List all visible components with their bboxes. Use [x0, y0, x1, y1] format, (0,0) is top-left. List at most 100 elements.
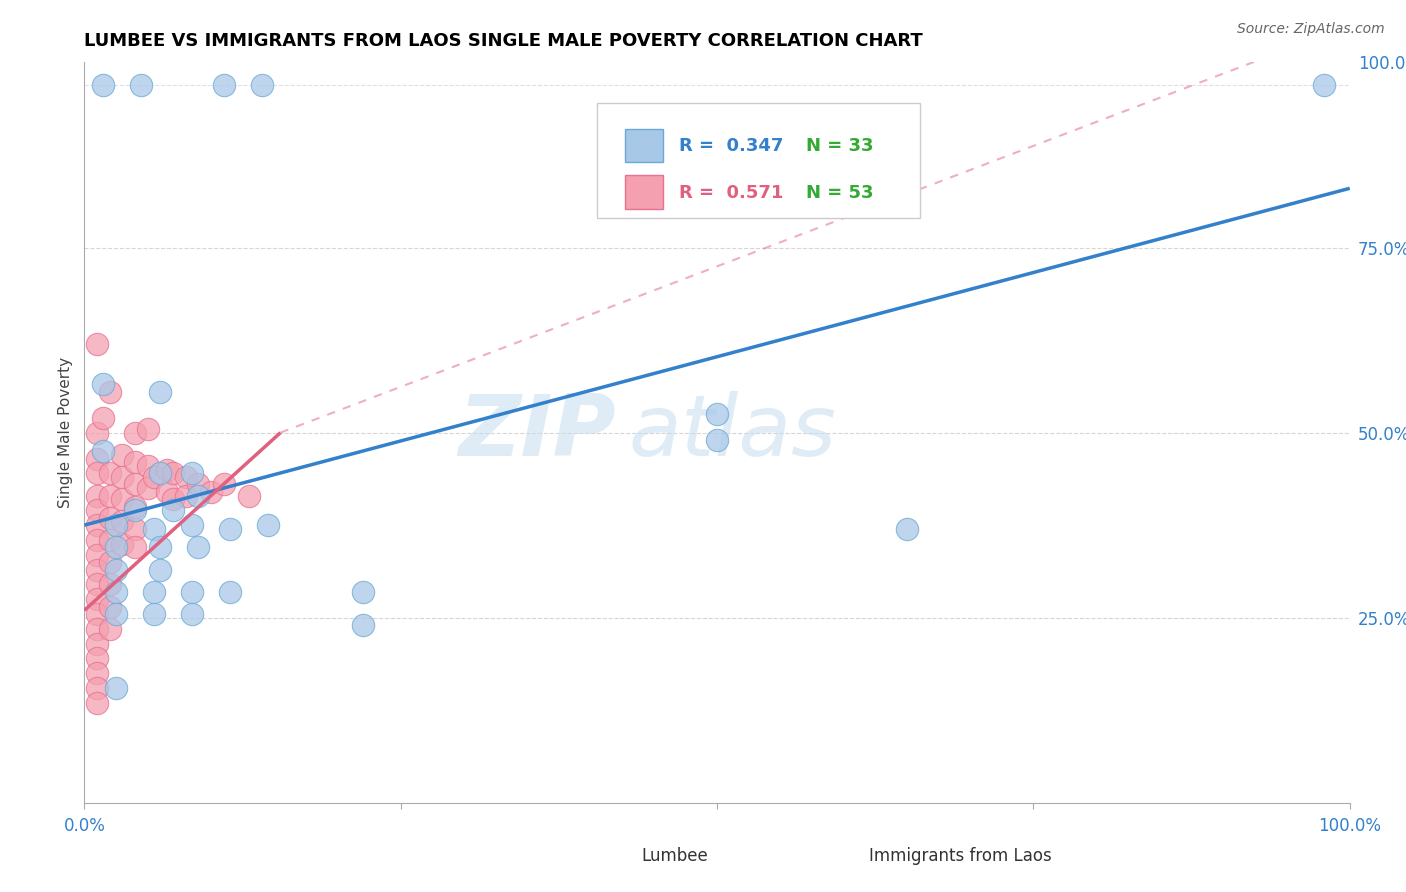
- Point: [98, 384, 121, 399]
- Point: [98, 510, 121, 524]
- FancyBboxPatch shape: [596, 103, 920, 218]
- Point: [86, 651, 108, 665]
- Point: [352, 584, 374, 599]
- Point: [86, 622, 108, 636]
- Text: LUMBEE VS IMMIGRANTS FROM LAOS SINGLE MALE POVERTY CORRELATION CHART: LUMBEE VS IMMIGRANTS FROM LAOS SINGLE MA…: [84, 32, 924, 50]
- Point: [143, 584, 166, 599]
- Point: [187, 541, 209, 555]
- Point: [187, 477, 209, 491]
- Point: [149, 563, 172, 577]
- Point: [98, 622, 121, 636]
- Point: [250, 78, 273, 92]
- Point: [143, 607, 166, 621]
- Text: ZIP: ZIP: [458, 391, 616, 475]
- Point: [86, 467, 108, 481]
- Bar: [598, 840, 636, 870]
- Point: [105, 563, 127, 577]
- Point: [86, 637, 108, 651]
- Point: [129, 78, 153, 92]
- Point: [98, 533, 121, 547]
- Point: [124, 503, 146, 517]
- Point: [143, 470, 166, 484]
- Point: [124, 477, 146, 491]
- Point: [162, 467, 184, 481]
- Point: [93, 410, 115, 425]
- Point: [212, 78, 235, 92]
- Point: [124, 541, 146, 555]
- Point: [86, 681, 108, 695]
- Point: [105, 584, 127, 599]
- Point: [162, 503, 184, 517]
- Point: [86, 489, 108, 503]
- Point: [155, 462, 177, 476]
- Point: [98, 555, 121, 569]
- Point: [111, 470, 134, 484]
- Point: [706, 407, 728, 421]
- Point: [98, 577, 121, 591]
- Point: [219, 584, 242, 599]
- Point: [180, 607, 204, 621]
- Point: [86, 425, 108, 440]
- Point: [124, 455, 146, 469]
- Text: Lumbee: Lumbee: [641, 847, 707, 865]
- Point: [136, 422, 159, 436]
- Point: [86, 336, 108, 351]
- Point: [1313, 78, 1336, 92]
- Bar: [838, 840, 875, 870]
- Point: [174, 489, 197, 503]
- Point: [86, 533, 108, 547]
- Text: Immigrants from Laos: Immigrants from Laos: [869, 847, 1052, 865]
- Point: [86, 548, 108, 562]
- Point: [111, 515, 134, 529]
- Text: N = 53: N = 53: [806, 184, 873, 202]
- Point: [105, 607, 127, 621]
- Point: [105, 518, 127, 533]
- Point: [105, 541, 127, 555]
- Point: [238, 489, 260, 503]
- Point: [111, 448, 134, 462]
- Point: [86, 451, 108, 466]
- Point: [93, 78, 115, 92]
- Point: [706, 433, 728, 447]
- Point: [212, 477, 235, 491]
- Point: [155, 484, 177, 499]
- Point: [219, 522, 242, 536]
- Point: [98, 599, 121, 614]
- Point: [124, 500, 146, 514]
- Text: R =  0.347: R = 0.347: [679, 136, 783, 154]
- Point: [86, 518, 108, 533]
- Point: [180, 467, 204, 481]
- Point: [105, 681, 127, 695]
- Point: [98, 467, 121, 481]
- Text: N = 33: N = 33: [806, 136, 873, 154]
- Point: [149, 384, 172, 399]
- Text: atlas: atlas: [628, 391, 837, 475]
- Point: [111, 492, 134, 507]
- Point: [180, 584, 204, 599]
- Point: [124, 425, 146, 440]
- Point: [200, 484, 222, 499]
- Point: [180, 518, 204, 533]
- Point: [86, 563, 108, 577]
- Point: [86, 592, 108, 607]
- Y-axis label: Single Male Poverty: Single Male Poverty: [58, 357, 73, 508]
- Text: Source: ZipAtlas.com: Source: ZipAtlas.com: [1237, 22, 1385, 37]
- Bar: [624, 128, 662, 161]
- Point: [149, 541, 172, 555]
- Point: [149, 467, 172, 481]
- Point: [162, 492, 184, 507]
- Point: [111, 536, 134, 550]
- Point: [896, 522, 918, 536]
- Point: [93, 444, 115, 458]
- Point: [143, 522, 166, 536]
- Point: [93, 377, 115, 392]
- Point: [187, 489, 209, 503]
- Point: [86, 577, 108, 591]
- Point: [86, 503, 108, 517]
- Point: [896, 188, 918, 202]
- Point: [86, 607, 108, 621]
- Point: [257, 518, 280, 533]
- Point: [136, 481, 159, 495]
- Text: R =  0.571: R = 0.571: [679, 184, 783, 202]
- Point: [352, 618, 374, 632]
